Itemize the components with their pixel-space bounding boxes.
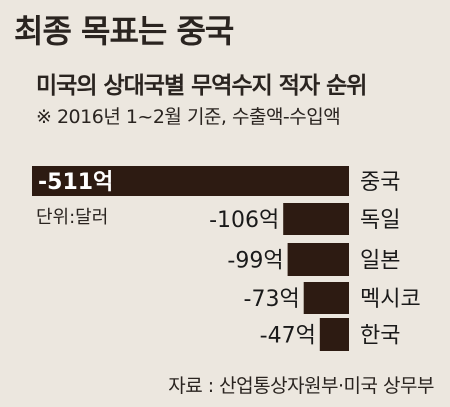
category-label-1: 독일 bbox=[360, 208, 400, 233]
value-label-1: -106억 bbox=[209, 208, 279, 233]
value-label-3: -73억 bbox=[244, 287, 300, 312]
unit-label: 단위:달러 bbox=[36, 207, 109, 228]
category-label-2: 일본 bbox=[360, 249, 400, 274]
chart-title: 미국의 상대국별 무역수지 적자 순위 bbox=[36, 73, 367, 99]
category-label-4: 한국 bbox=[360, 324, 400, 349]
value-label-0: -511억 bbox=[38, 170, 113, 195]
bar-3 bbox=[303, 282, 349, 314]
bar-4 bbox=[319, 318, 349, 351]
source-note: 자료 : 산업통상자원부·미국 상무부 bbox=[168, 375, 434, 397]
category-label-0: 중국 bbox=[360, 170, 400, 195]
value-label-4: -47억 bbox=[260, 324, 316, 349]
bar-2 bbox=[287, 243, 349, 276]
chart-note: ※ 2016년 1~2월 기준, 수출액-수입액 bbox=[36, 106, 341, 128]
bar-1 bbox=[283, 203, 349, 235]
value-label-2: -99억 bbox=[227, 249, 283, 274]
category-label-3: 멕시코 bbox=[360, 287, 421, 312]
headline: 최종 목표는 중국 bbox=[14, 12, 234, 50]
bar-0 bbox=[32, 166, 349, 196]
